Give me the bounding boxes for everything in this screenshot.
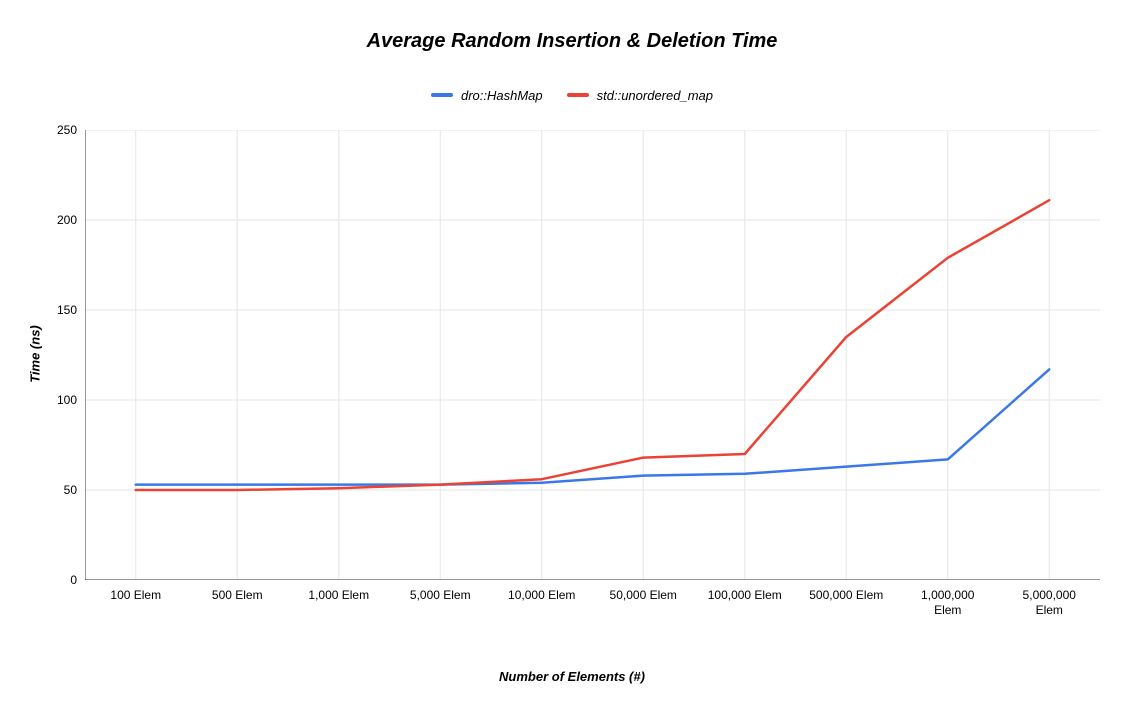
x-tick-label: 5,000 Elem — [410, 580, 471, 603]
plot-svg — [85, 130, 1100, 580]
y-tick-label: 200 — [57, 213, 85, 227]
y-tick-label: 0 — [70, 573, 85, 587]
x-tick-label: 100 Elem — [110, 580, 161, 603]
legend-label: dro::HashMap — [461, 88, 543, 103]
legend-swatch — [567, 93, 589, 97]
y-tick-label: 150 — [57, 303, 85, 317]
legend-label: std::unordered_map — [597, 88, 713, 103]
legend-item: std::unordered_map — [567, 88, 713, 103]
series-line — [136, 200, 1050, 490]
x-tick-label: 500,000 Elem — [809, 580, 883, 603]
x-tick-label: 10,000 Elem — [508, 580, 575, 603]
y-tick-label: 50 — [64, 483, 85, 497]
legend-swatch — [431, 93, 453, 97]
x-tick-label: 500 Elem — [212, 580, 263, 603]
x-tick-label: 1,000,000 Elem — [921, 580, 974, 618]
x-tick-label: 5,000,000 Elem — [1023, 580, 1076, 618]
x-tick-label: 1,000 Elem — [308, 580, 369, 603]
x-tick-label: 50,000 Elem — [610, 580, 677, 603]
chart-legend: dro::HashMap std::unordered_map — [0, 85, 1144, 103]
y-tick-label: 100 — [57, 393, 85, 407]
chart-title: Average Random Insertion & Deletion Time — [0, 30, 1144, 53]
y-axis-label: Time (ns) — [27, 325, 42, 383]
chart-container: Average Random Insertion & Deletion Time… — [0, 0, 1144, 708]
plot-area: 050100150200250100 Elem500 Elem1,000 Ele… — [85, 130, 1100, 580]
x-tick-label: 100,000 Elem — [708, 580, 782, 603]
x-axis-label: Number of Elements (#) — [0, 669, 1144, 684]
y-tick-label: 250 — [57, 123, 85, 137]
legend-item: dro::HashMap — [431, 88, 543, 103]
